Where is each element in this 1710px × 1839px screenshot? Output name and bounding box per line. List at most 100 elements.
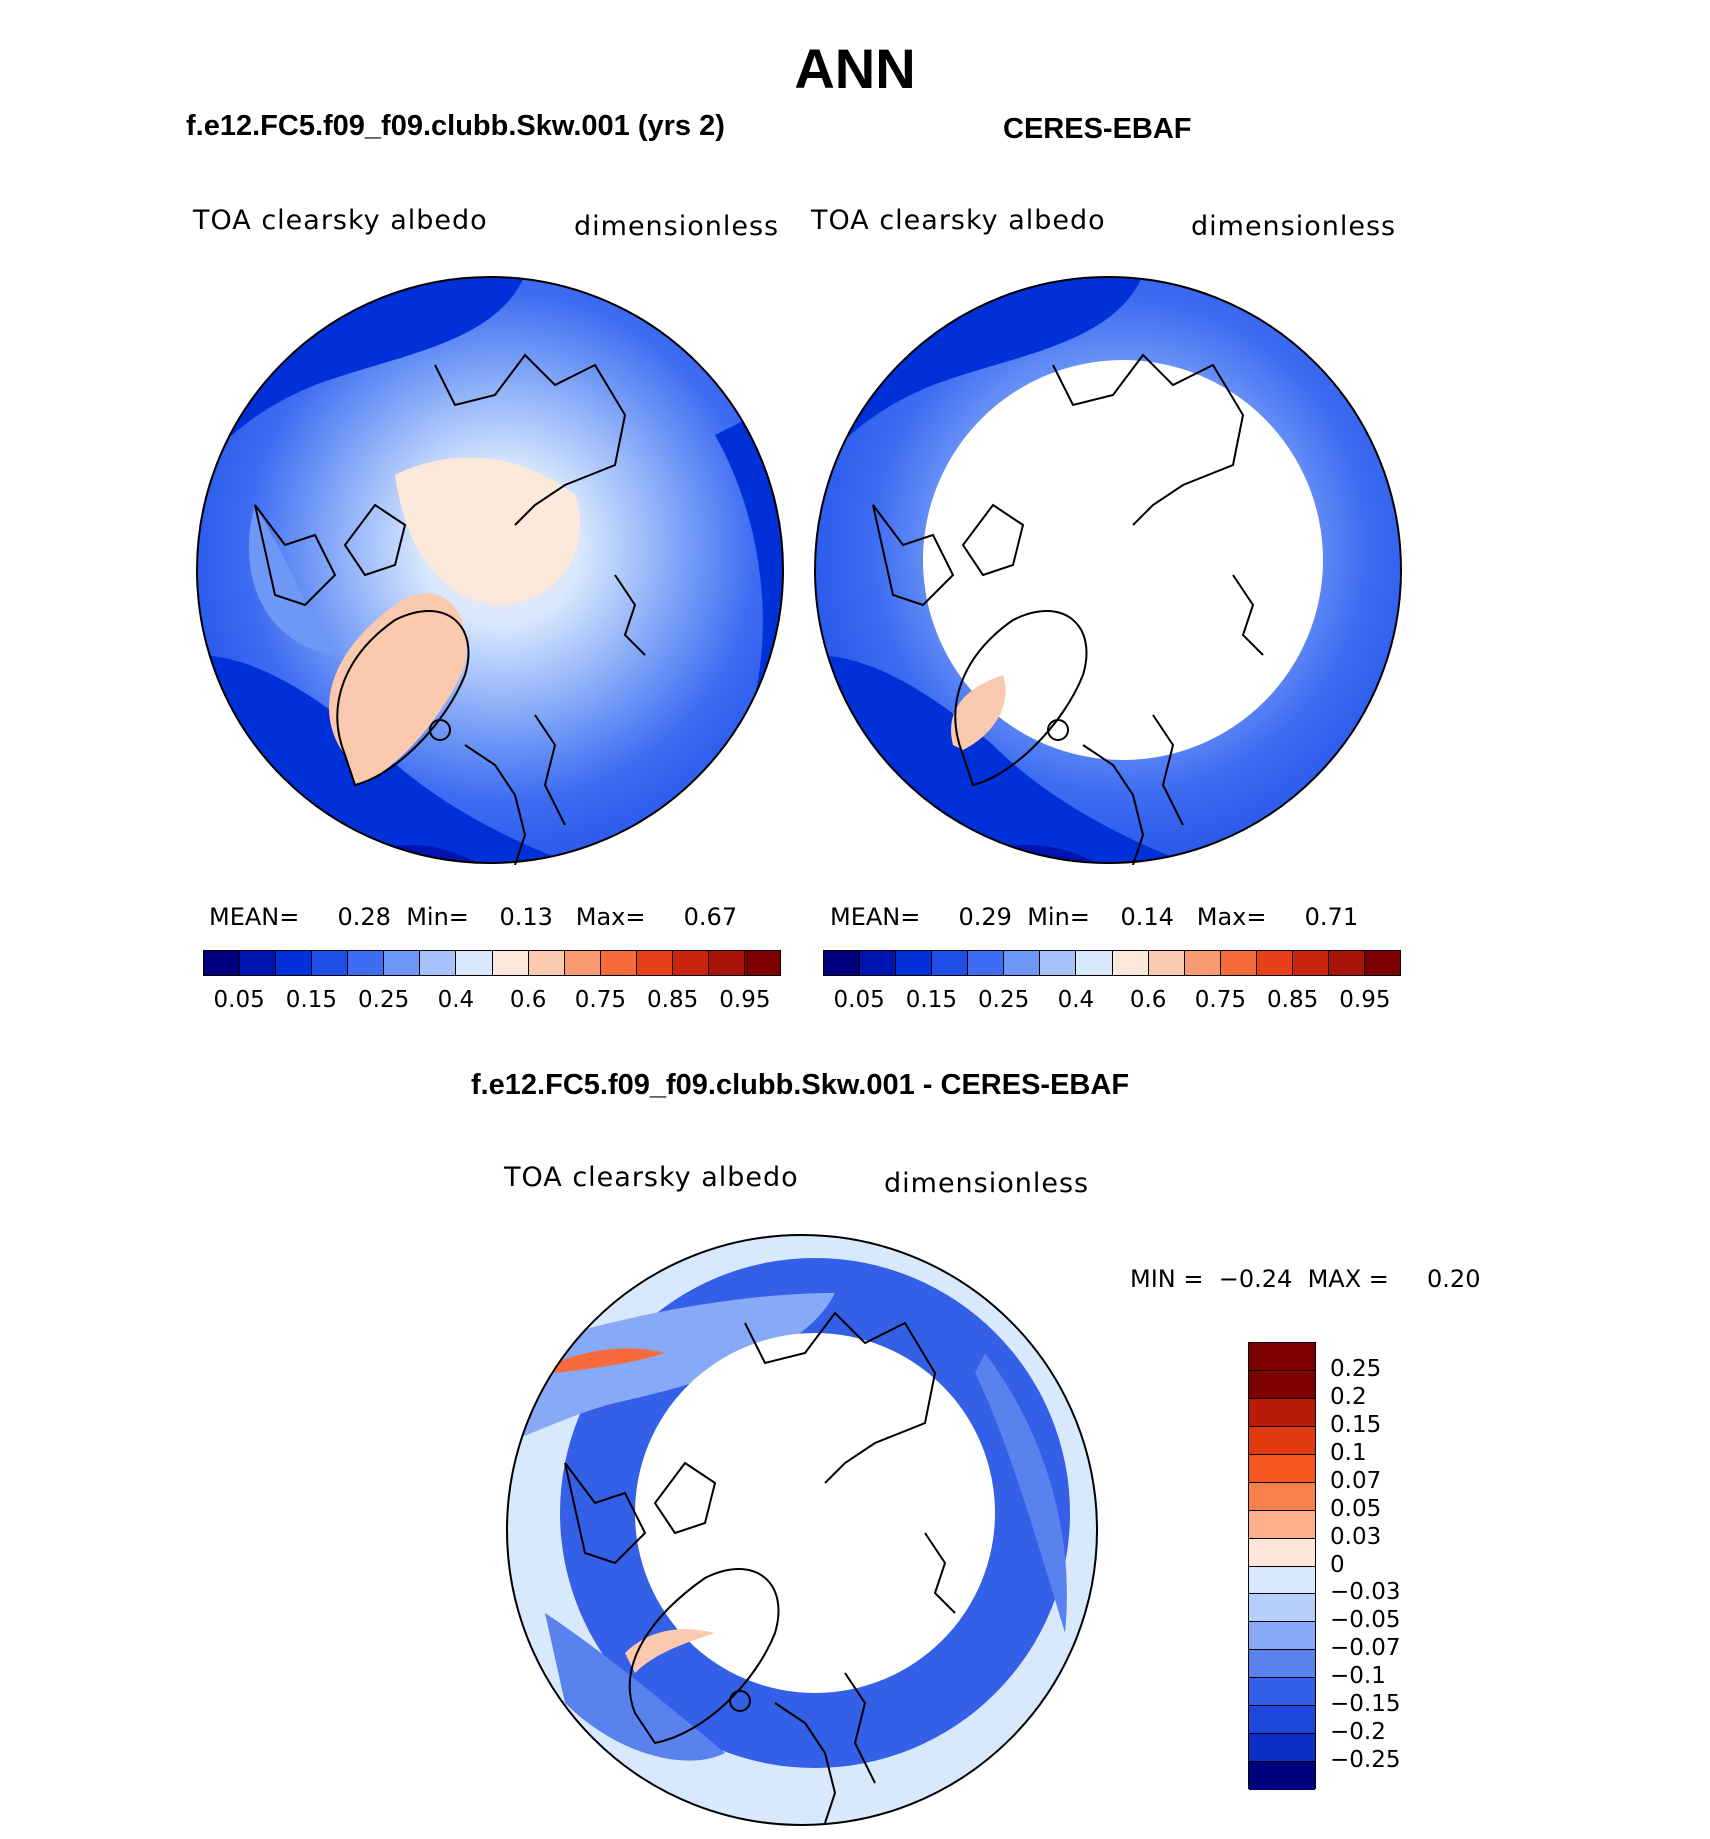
colorbar-swatch: [1249, 1370, 1315, 1399]
diff-colorbar-ticks: 0.25 0.2 0.15 0.1 0.07 0.05 0.03 0 −0.03 −0.05 −0.…: [1330, 1342, 1450, 1789]
colorbar-tick-label: 0.25: [358, 987, 410, 1013]
colorbar-swatch: [1364, 951, 1400, 975]
colorbar-tick-label: 0.6: [509, 987, 547, 1013]
colorbar-swatch: [636, 951, 673, 975]
colorbar-tick-label: 0.05: [833, 987, 885, 1013]
colorbar-swatch: [1249, 1510, 1315, 1539]
colorbar-swatch: [1249, 1678, 1315, 1707]
diff-min-value: −0.24: [1218, 1265, 1293, 1293]
colorbar-tick-label: 0.4: [1057, 987, 1095, 1013]
colorbar-tick-label: 0.05: [213, 987, 265, 1013]
colorbar-swatch: [824, 951, 861, 975]
model-colorbar-ticks: 0.05 0.15 0.25 0.4 0.6 0.75 0.85 0.95: [203, 987, 781, 1017]
colorbar-swatch: [672, 951, 709, 975]
colorbar-swatch: [1249, 1454, 1315, 1483]
colorbar-swatch: [896, 951, 933, 975]
diff-polar-map: [506, 1234, 1098, 1826]
colorbar-tick-label: −0.05: [1330, 1607, 1401, 1634]
colorbar-swatch: [1256, 951, 1293, 975]
colorbar-tick-label: 0.03: [1330, 1523, 1382, 1550]
diff-min-label: MIN =: [1130, 1265, 1204, 1293]
colorbar-tick-label: −0.1: [1330, 1663, 1386, 1690]
colorbar-swatch: [204, 951, 241, 975]
colorbar-swatch: [1249, 1566, 1315, 1595]
colorbar-swatch: [528, 951, 565, 975]
colorbar-swatch: [492, 951, 529, 975]
colorbar-swatch: [1148, 951, 1185, 975]
model-stats: MEAN= 0.28 Min= 0.13 Max= 0.67: [209, 903, 737, 931]
colorbar-tick-label: 0.15: [1330, 1411, 1382, 1438]
colorbar-tick-label: 0.95: [719, 987, 771, 1013]
colorbar-swatch: [1076, 951, 1113, 975]
model-max-value: 0.67: [683, 903, 738, 931]
colorbar-swatch: [420, 951, 457, 975]
diff-variable-label: TOA clearsky albedo: [504, 1162, 799, 1193]
colorbar-swatch: [1249, 1398, 1315, 1427]
colorbar-swatch: [1249, 1426, 1315, 1455]
colorbar-swatch: [564, 951, 601, 975]
diff-max-value: 0.20: [1427, 1265, 1481, 1293]
obs-panel-title: CERES-EBAF: [1003, 113, 1192, 145]
colorbar-swatch: [1249, 1622, 1315, 1651]
colorbar-swatch: [1220, 951, 1257, 975]
colorbar-tick-label: 0.75: [574, 987, 626, 1013]
colorbar-swatch: [1004, 951, 1041, 975]
colorbar-swatch: [1249, 1762, 1315, 1790]
model-panel-title: f.e12.FC5.f09_f09.clubb.Skw.001 (yrs 2): [186, 110, 725, 142]
model-variable-label: TOA clearsky albedo: [193, 205, 488, 236]
colorbar-swatch: [1328, 951, 1365, 975]
colorbar-swatch: [312, 951, 349, 975]
colorbar-tick-label: 0.05: [1330, 1495, 1382, 1522]
colorbar-tick-label: 0.25: [1330, 1355, 1382, 1382]
colorbar-tick-label: −0.07: [1330, 1635, 1401, 1662]
colorbar-swatch: [276, 951, 313, 975]
colorbar-tick-label: 0.85: [647, 987, 699, 1013]
diff-stats: MIN = −0.24 MAX = 0.20: [1130, 1265, 1480, 1293]
model-mean-value: 0.28: [337, 903, 391, 931]
diff-units-label: dimensionless: [884, 1168, 1090, 1199]
colorbar-tick-label: 0.6: [1129, 987, 1167, 1013]
colorbar-swatch: [456, 951, 493, 975]
colorbar-swatch: [1292, 951, 1329, 975]
colorbar-swatch: [384, 951, 421, 975]
colorbar-swatch: [240, 951, 277, 975]
diff-panel-title: f.e12.FC5.f09_f09.clubb.Skw.001 - CERES-…: [470, 1069, 1130, 1101]
model-min-value: 0.13: [499, 903, 553, 931]
obs-max-value: 0.71: [1304, 903, 1359, 931]
model-mean-label: MEAN=: [209, 903, 300, 931]
colorbar-swatch: [348, 951, 385, 975]
colorbar-swatch: [1249, 1706, 1315, 1735]
colorbar-swatch: [744, 951, 780, 975]
colorbar-swatch: [1249, 1482, 1315, 1511]
obs-units-label: dimensionless: [1191, 211, 1397, 242]
diff-max-label: MAX =: [1307, 1265, 1389, 1293]
colorbar-swatch: [932, 951, 969, 975]
colorbar-tick-label: 0.4: [437, 987, 475, 1013]
diff-colorbar: [1248, 1342, 1316, 1790]
colorbar-tick-label: 0.75: [1194, 987, 1246, 1013]
model-min-label: Min=: [406, 903, 469, 931]
colorbar-tick-label: 0.1: [1330, 1439, 1367, 1466]
colorbar-swatch: [1249, 1594, 1315, 1623]
colorbar-swatch: [1184, 951, 1221, 975]
colorbar-swatch: [968, 951, 1005, 975]
obs-variable-label: TOA clearsky albedo: [811, 205, 1106, 236]
colorbar-tick-label: −0.03: [1330, 1579, 1401, 1606]
obs-min-label: Min=: [1027, 903, 1090, 931]
obs-polar-map: [814, 276, 1402, 865]
colorbar-tick-label: 0.25: [978, 987, 1030, 1013]
obs-max-label: Max=: [1196, 903, 1267, 931]
colorbar-swatch: [1249, 1343, 1315, 1371]
model-units-label: dimensionless: [574, 211, 780, 242]
colorbar-tick-label: 0.95: [1339, 987, 1391, 1013]
obs-stats: MEAN= 0.29 Min= 0.14 Max= 0.71: [830, 903, 1358, 931]
obs-colorbar: [823, 950, 1401, 976]
colorbar-swatch: [860, 951, 897, 975]
figure-title: ANN: [794, 37, 916, 100]
colorbar-tick-label: −0.25: [1330, 1747, 1401, 1774]
obs-mean-value: 0.29: [958, 903, 1012, 931]
obs-min-value: 0.14: [1120, 903, 1174, 931]
colorbar-swatch: [708, 951, 745, 975]
obs-mean-label: MEAN=: [830, 903, 921, 931]
colorbar-tick-label: 0.85: [1267, 987, 1319, 1013]
